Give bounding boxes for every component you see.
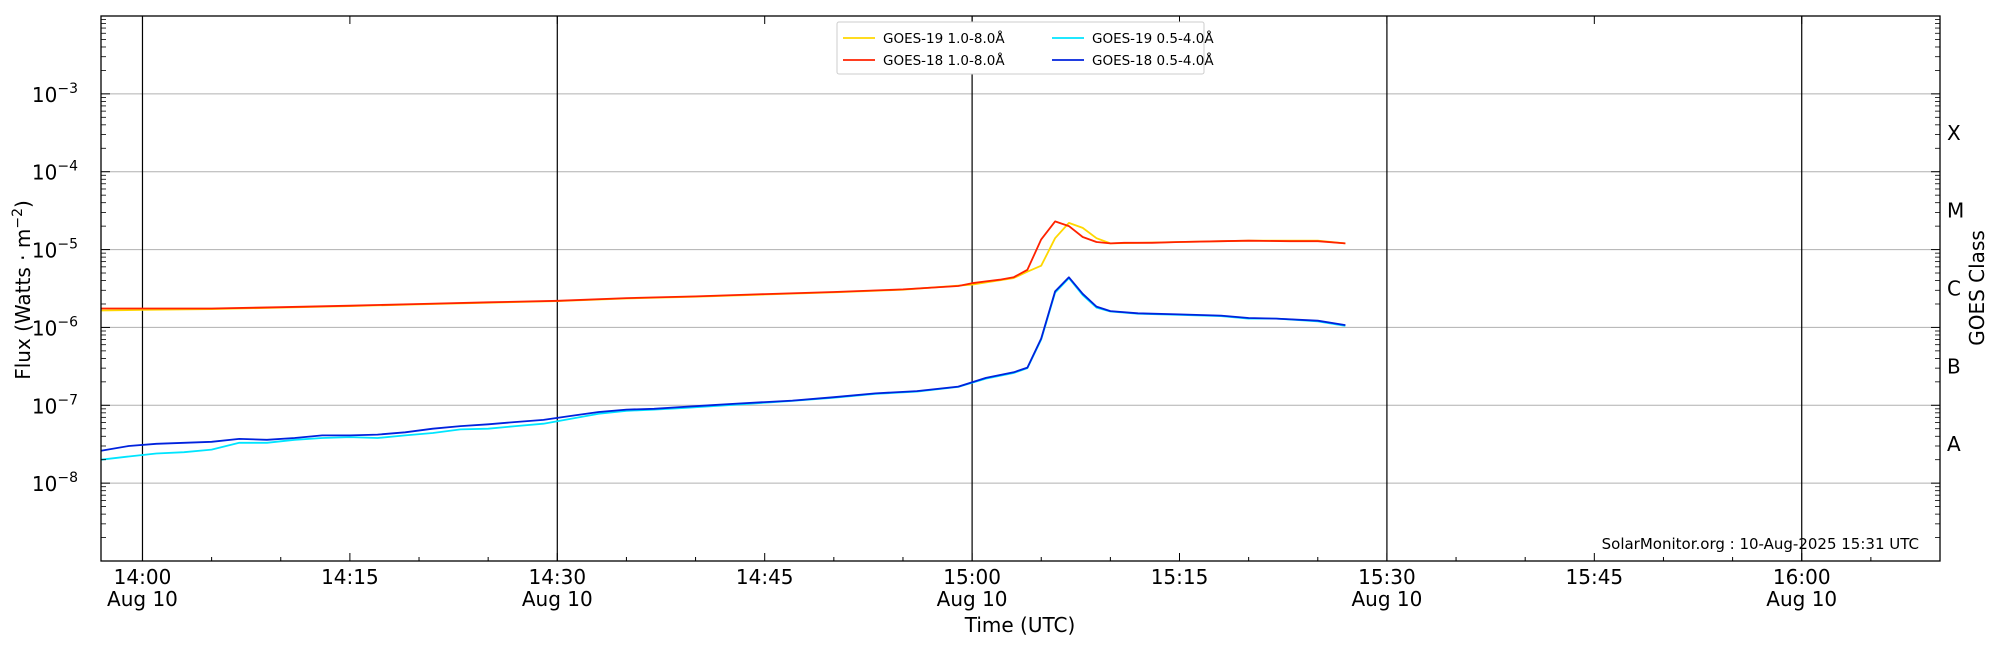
x-tick-label: 16:00: [1773, 565, 1831, 589]
axes-frame: [100, 15, 1941, 562]
y-tick-label: 10−6: [32, 314, 78, 340]
x-tick-date: Aug 10: [107, 587, 178, 611]
x-tick-label: 15:00: [943, 565, 1001, 589]
goes-class-m: M: [1947, 199, 1964, 223]
goes-class-a: A: [1947, 432, 1961, 456]
series-line-4: [100, 276, 1346, 452]
x-tick-label: 15:15: [1151, 565, 1209, 589]
goes-class-b: B: [1947, 354, 1961, 378]
y-tick-label: 10−8: [32, 470, 78, 496]
y-axis-label-superscript: −2: [10, 208, 26, 229]
y-tick-label: 10−7: [32, 392, 78, 418]
x-tick-date: Aug 10: [522, 587, 593, 611]
axes-border: [100, 15, 1941, 562]
legend-label: GOES-19 0.5-4.0Å: [1092, 30, 1214, 47]
legend-label: GOES-18 0.5-4.0Å: [1092, 52, 1214, 69]
source-annotation: SolarMonitor.org : 10-Aug-2025 15:31 UTC: [1602, 535, 1919, 553]
x-tick-label: 14:00: [114, 565, 172, 589]
legend-label: GOES-18 1.0-8.0Å: [883, 52, 1005, 69]
legend-label: GOES-19 1.0-8.0Å: [883, 30, 1005, 47]
legend-box: [836, 21, 1205, 75]
x-tick-date: Aug 10: [1766, 587, 1837, 611]
x-tick-label: 15:45: [1566, 565, 1624, 589]
series-line-1: [100, 221, 1346, 312]
goes-class-labels: X M C B A: [1947, 121, 1964, 456]
y-tick-label: 10−4: [32, 159, 78, 185]
x-tick-label: 14:30: [528, 565, 586, 589]
y-tick-label: 10−3: [32, 81, 78, 107]
x-tick-date: Aug 10: [937, 587, 1008, 611]
y-tick-label: 10−5: [32, 237, 78, 263]
goes-class-x: X: [1947, 121, 1961, 145]
grid-lines: [101, 93, 1940, 484]
series-line-2: [101, 220, 1346, 310]
series-line-3: [100, 277, 1346, 461]
series-lines: [100, 220, 1346, 461]
goes-class-axis-label: GOES Class: [1965, 230, 1989, 346]
y-axis-label: Flux (Watts · m−2): [10, 200, 35, 380]
x-axis-label: Time (UTC): [964, 613, 1076, 637]
goes-class-c: C: [1947, 277, 1961, 301]
x-tick-label: 14:45: [736, 565, 794, 589]
y-axis-ticks: 10−3 10−4 10−5 10−6 10−7 10−8: [32, 19, 1940, 538]
x-tick-label: 14:15: [321, 565, 379, 589]
day-vertical-lines: [141, 16, 1803, 561]
legend: GOES-19 1.0-8.0Å GOES-18 1.0-8.0Å GOES-19 …: [836, 21, 1214, 75]
x-tick-label: 15:30: [1358, 565, 1416, 589]
x-tick-date: Aug 10: [1351, 587, 1422, 611]
